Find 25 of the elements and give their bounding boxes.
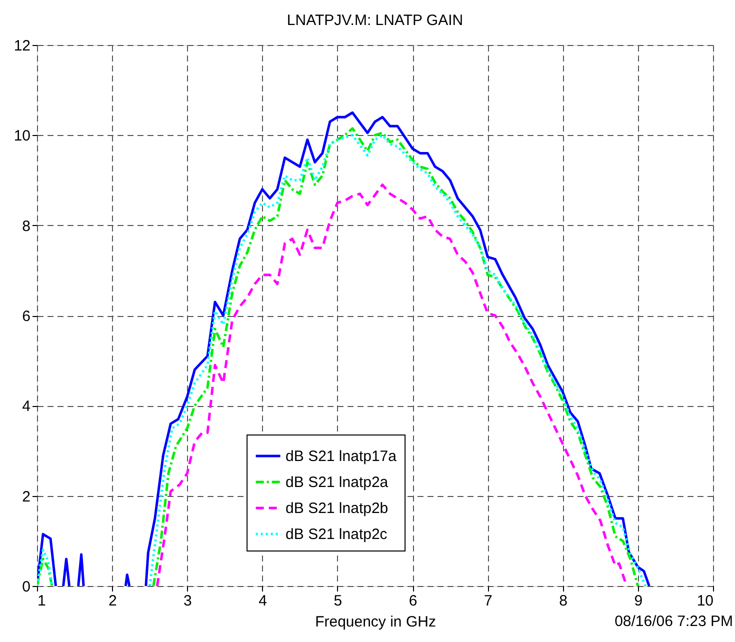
y-tick-label: 2 [22,488,30,506]
x-tick-label: 2 [108,592,117,610]
x-tick-label: 5 [334,592,342,610]
x-tick-label: 7 [484,592,492,610]
x-axis-title: Frequency in GHz [315,614,436,630]
legend-label: dB S21 lnatp17a [286,448,398,466]
text: 08/16/06 7:23 PM [614,613,733,630]
y-tick-label: 0 [22,578,30,596]
x-tick-label: 1 [38,592,46,610]
x-tick-label: 6 [408,592,418,610]
line-series [156,184,628,586]
x-tick-label: 4 [258,592,268,610]
legend-label: dB S21 lnatp2b [286,500,388,518]
y-tick-label: 12 [14,38,30,54]
y-tick-label: 4 [22,398,30,416]
chart-title: LNATPJV.M: LNATP GAIN [286,12,464,29]
legend-label: dB S21 lnatp2a [286,474,389,492]
x-tick-label: 8 [559,592,568,610]
y-tick-label: 6 [22,308,30,325]
x-tick-label: 3 [184,592,192,610]
y-tick-label: 8 [22,218,30,235]
legend-label: dB S21 lnatp2c [286,526,388,544]
x-tick-label: 10 [696,592,714,610]
x-tick-label: 9 [634,592,643,610]
y-tick-label: 10 [14,128,30,145]
